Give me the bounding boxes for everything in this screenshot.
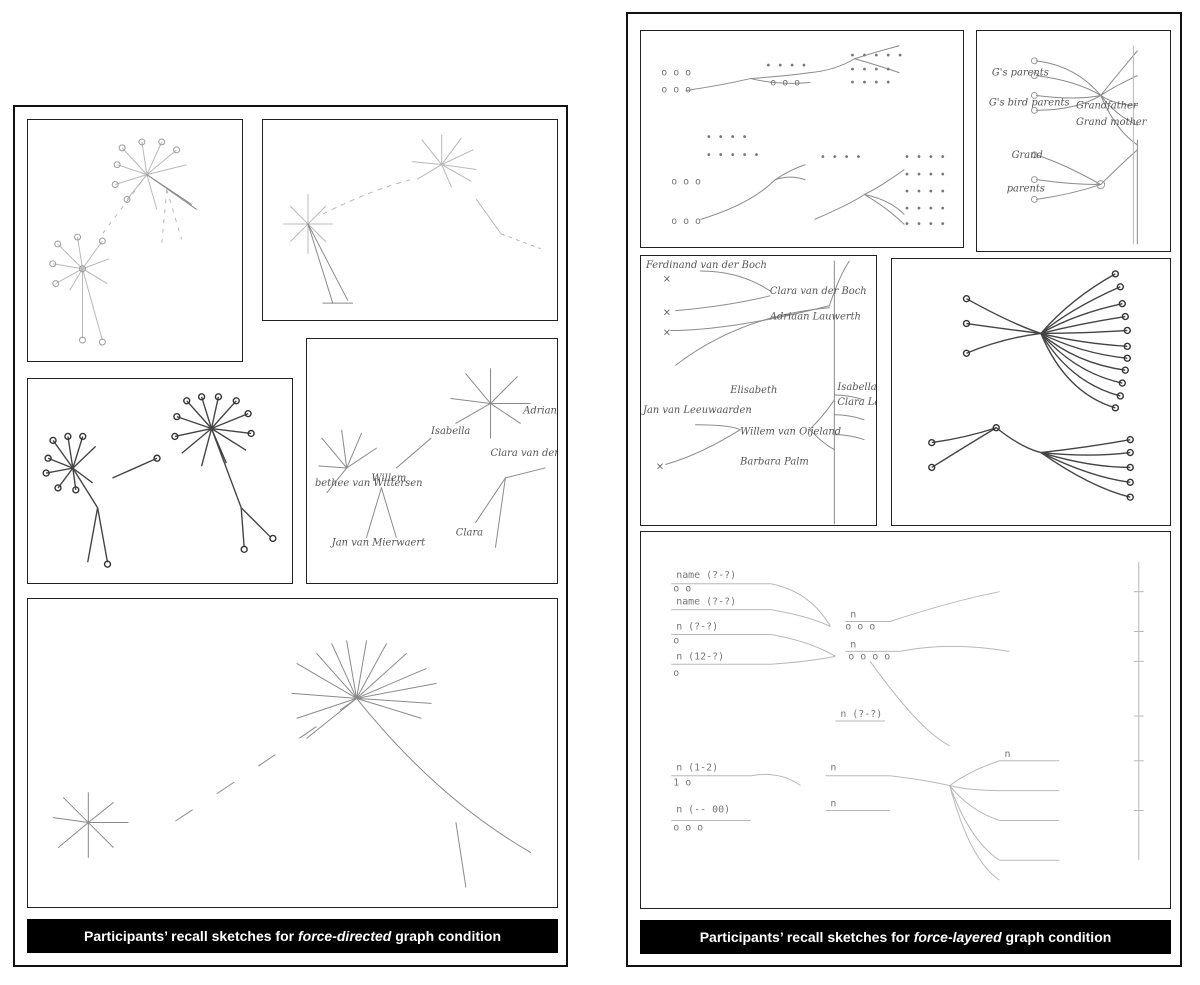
svg-text:• • • •: • • • •: [765, 61, 807, 72]
caption-prefix: Participants’ recall sketches for: [699, 929, 910, 945]
sketch-force-layered-2: G's parents G's bird parents Grandfather…: [976, 30, 1171, 252]
label-parents: parents: [1007, 183, 1045, 194]
force-layered-caption: Participants’ recall sketches for force-…: [640, 920, 1171, 954]
label-willem-van: Willem van Oijeland: [740, 427, 841, 438]
force-directed-panel: Isabella Willem bethee van Wittersen Jan…: [13, 105, 568, 967]
label-clara-lauwerth: Clara Lauwerth: [837, 397, 876, 408]
label-n-3: n (?-?): [676, 621, 718, 632]
label-bethee: bethee van Wittersen: [315, 478, 423, 489]
label-clara-boch: Clara van der Boch: [491, 448, 557, 459]
svg-text:o o o: o o o: [673, 822, 703, 833]
label-n-8: n (1-2): [676, 763, 718, 774]
label-grandfather: Grandfather: [1076, 100, 1139, 111]
svg-text:• • • •: • • • •: [904, 152, 946, 163]
sketch-force-directed-4: Isabella Willem bethee van Wittersen Jan…: [306, 338, 558, 584]
force-layered-panel: o o o o o o • • • • o o o • • • • • • • • •…: [626, 12, 1182, 967]
label-n-6: n: [850, 639, 856, 650]
svg-text:• • • •: • • • •: [904, 186, 946, 197]
caption-emphasis: force-layered: [913, 929, 1002, 945]
label-clara: Clara: [456, 527, 483, 538]
svg-text:o: o: [673, 635, 679, 646]
label-n-5: n: [850, 610, 856, 621]
label-gs-parents: G's parents: [992, 68, 1049, 79]
label-gs-bird-parents: G's bird parents: [989, 97, 1070, 108]
svg-text:1 o: 1 o: [673, 778, 691, 789]
sketch-force-directed-2: [262, 119, 558, 321]
svg-text:• • • •: • • • •: [850, 77, 892, 88]
svg-text:• • • •: • • • •: [904, 170, 946, 181]
caption-emphasis: force-directed: [297, 928, 392, 944]
label-clara-van-der-boch: Clara van der Boch: [770, 286, 867, 297]
label-jan-van: Jan van Leeuwaarden: [641, 405, 752, 416]
label-name-1: name (?-?): [676, 570, 736, 581]
label-willem: Willem: [371, 473, 406, 484]
label-grand: Grand: [1012, 150, 1043, 161]
svg-text:×: ×: [663, 274, 671, 285]
svg-text:o o o o: o o o o: [848, 651, 890, 662]
caption-prefix: Participants’ recall sketches for: [83, 928, 295, 944]
label-n-9: n (-- 00): [676, 805, 730, 816]
sketch-force-layered-5: name (?-?) name (?-?) n (?-?) n (12-?) n…: [640, 531, 1171, 909]
svg-text:o o o: o o o: [671, 216, 701, 227]
label-n-7: n (?-?): [840, 709, 882, 720]
sketch-force-directed-5: [27, 598, 558, 908]
label-ferdinand: Ferdinand van der Boch: [645, 260, 767, 271]
svg-text:o: o: [673, 668, 679, 679]
label-adriaan: Adriaan Lauwerth: [769, 312, 861, 323]
svg-text:o o o: o o o: [845, 621, 875, 632]
label-jan: Jan van Mierwaert: [330, 537, 425, 548]
label-grandmother: Grand mother: [1076, 117, 1148, 128]
svg-text:o o o: o o o: [661, 84, 691, 95]
sketch-force-layered-3: Ferdinand van der Boch Clara van der Boc…: [640, 255, 877, 526]
label-n-10: n: [830, 763, 836, 774]
svg-text:o o: o o: [673, 584, 691, 595]
svg-text:×: ×: [663, 327, 671, 338]
sketch-force-layered-4: [891, 258, 1171, 526]
svg-text:o o o: o o o: [770, 77, 800, 88]
label-isabella-r: Isabella: [836, 382, 876, 393]
sketch-force-directed-3: [27, 378, 293, 584]
caption-suffix: graph condition: [1005, 929, 1112, 945]
label-isabella: Isabella: [430, 426, 470, 437]
svg-text:• • • •: • • • •: [706, 132, 748, 143]
svg-text:• • • • •: • • • • •: [706, 150, 760, 161]
svg-text:o o o: o o o: [661, 68, 691, 79]
label-n-11: n: [830, 799, 836, 810]
label-n-12: n: [1004, 749, 1010, 760]
sketch-force-directed-1: [27, 119, 243, 362]
caption-suffix: graph condition: [395, 928, 501, 944]
svg-text:• • • •: • • • •: [904, 219, 946, 230]
svg-text:o o o: o o o: [671, 177, 701, 188]
svg-text:×: ×: [656, 461, 664, 472]
label-n-4: n (12-?): [676, 651, 724, 662]
label-adrian: Adrian: [522, 405, 557, 416]
svg-text:• • • • •: • • • • •: [850, 51, 904, 62]
svg-text:×: ×: [663, 308, 671, 319]
svg-text:• • • •: • • • •: [820, 152, 862, 163]
svg-text:• • • •: • • • •: [904, 203, 946, 214]
svg-text:• • • •: • • • •: [850, 65, 892, 76]
sketch-force-layered-1: o o o o o o • • • • o o o • • • • • • • • •…: [640, 30, 964, 248]
label-name-2: name (?-?): [676, 597, 736, 608]
label-elisabeth: Elisabeth: [729, 385, 777, 396]
force-directed-caption: Participants’ recall sketches for force-…: [27, 919, 558, 953]
label-barbara: Barbara Palm: [739, 456, 809, 467]
